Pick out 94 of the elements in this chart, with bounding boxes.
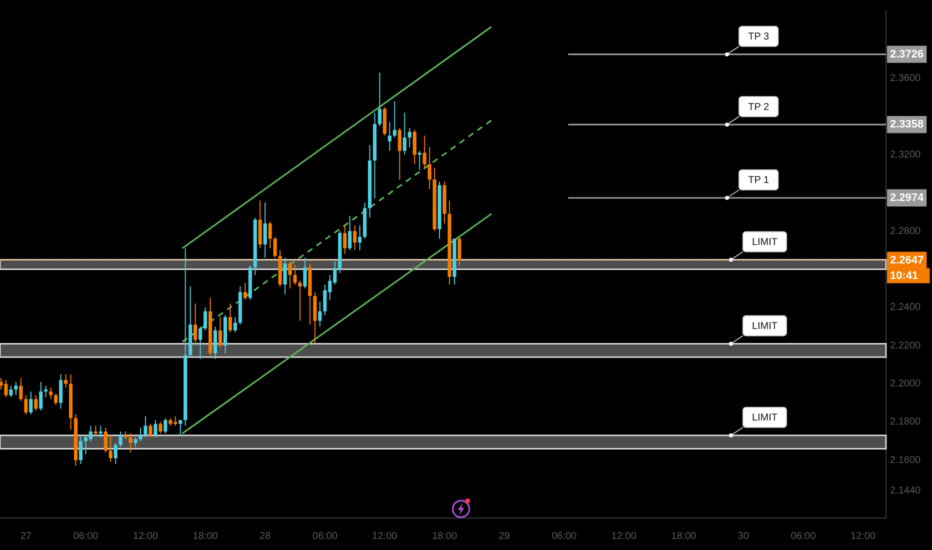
x-tick-label: 28	[260, 530, 272, 542]
candlestick	[358, 224, 362, 251]
x-tick-label: 12:00	[132, 530, 158, 542]
series-label: TP 2	[748, 102, 770, 113]
y-tick-label: 2.2200	[890, 340, 922, 352]
candlestick	[14, 381, 18, 396]
series-label: TP 3	[748, 32, 770, 43]
candlestick	[4, 379, 8, 398]
candlestick	[204, 306, 208, 331]
candlestick	[144, 416, 148, 438]
x-tick-label: 18:00	[671, 530, 697, 542]
candlestick	[398, 128, 402, 180]
candlestick	[104, 427, 108, 454]
y-tick-label: 2.1440	[890, 485, 922, 496]
candlestick	[178, 420, 182, 436]
candlestick	[78, 434, 83, 464]
candlestick	[348, 215, 352, 251]
candlestick	[24, 394, 28, 415]
candlestick	[408, 128, 412, 148]
y-tick-label: 2.3358	[890, 118, 924, 131]
candlestick	[378, 72, 382, 127]
band-label: LIMIT	[752, 412, 778, 424]
candlestick	[128, 432, 132, 454]
candlestick	[194, 303, 198, 346]
candlestick	[213, 326, 218, 360]
candlestick	[118, 431, 122, 448]
candlestick	[39, 381, 43, 412]
y-tick-label: 2.2400	[890, 302, 922, 314]
candlestick	[412, 129, 416, 165]
x-tick-label: 06:00	[790, 530, 816, 542]
candlestick	[59, 374, 63, 410]
candlestick	[233, 316, 237, 333]
y-tick-label: 2.2647	[890, 254, 924, 266]
candlestick	[218, 316, 222, 348]
candlestick	[148, 423, 152, 438]
candlestick	[54, 392, 58, 406]
candlestick	[108, 434, 112, 463]
y-tick-label: 2.2000	[890, 378, 922, 390]
series-label: TP 1	[748, 175, 770, 186]
candlestick	[318, 301, 322, 328]
candlestick	[29, 390, 33, 415]
x-tick-label: 12:00	[372, 530, 398, 542]
x-tick-label: 29	[498, 530, 510, 542]
y-tick-label: 2.1600	[890, 454, 922, 466]
candlestick	[288, 261, 292, 289]
candlestick	[392, 100, 396, 138]
candlestick	[64, 374, 68, 388]
candlestick	[138, 427, 142, 442]
candlestick	[98, 425, 102, 438]
candlestick	[343, 224, 347, 254]
candlestick	[134, 436, 138, 448]
candlestick	[422, 135, 426, 169]
candlestick	[94, 425, 98, 436]
candlestick	[388, 122, 392, 152]
candlestick	[44, 385, 48, 398]
candlestick	[164, 418, 168, 434]
x-tick-label: 12:00	[611, 530, 637, 542]
x-tick-label: 06:00	[73, 530, 99, 542]
candlestick	[353, 224, 357, 251]
x-tick-label: 12:00	[850, 530, 876, 542]
candlestick	[298, 280, 302, 322]
candlestick	[283, 257, 287, 295]
x-tick-label: 27	[20, 530, 32, 542]
candlestick	[19, 378, 23, 402]
candlestick	[402, 112, 406, 156]
candlestick	[114, 442, 118, 464]
candlestick	[9, 385, 13, 398]
candlestick	[273, 236, 277, 258]
band-label: LIMIT	[752, 320, 778, 332]
y-tick-label: 2.3600	[890, 73, 922, 84]
x-tick-label: 06:00	[312, 530, 338, 542]
candlestick	[198, 326, 202, 360]
candlestick	[158, 421, 162, 434]
x-tick-label: 18:00	[432, 530, 458, 542]
candlestick	[154, 420, 158, 438]
candlestick	[243, 282, 247, 300]
candlestick	[49, 387, 53, 400]
candlestick	[263, 202, 267, 258]
y-tick-label: 2.1800	[890, 416, 922, 428]
x-tick-label: 30	[738, 530, 750, 542]
candlestick	[228, 303, 232, 333]
candlestick	[428, 146, 432, 190]
y-tick-label: 2.2974	[890, 192, 925, 204]
text: 10:41	[890, 270, 918, 282]
x-tick-label: 06:00	[552, 530, 578, 542]
y-tick-label: 2.3726	[890, 48, 924, 60]
band-label: LIMIT	[752, 236, 778, 248]
candlestick	[303, 257, 307, 289]
candlestick	[293, 264, 297, 286]
y-tick-label: 2.2800	[890, 226, 922, 237]
candlestick	[268, 221, 272, 249]
candlestick	[34, 394, 38, 412]
x-tick-label: 18:00	[192, 530, 218, 542]
y-tick-label: 2.3200	[890, 149, 922, 160]
